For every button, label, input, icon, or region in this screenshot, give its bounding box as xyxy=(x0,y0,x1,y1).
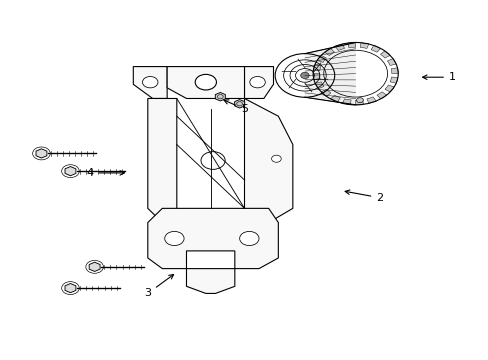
Circle shape xyxy=(164,231,183,246)
Circle shape xyxy=(239,231,259,246)
Polygon shape xyxy=(324,49,334,55)
Polygon shape xyxy=(313,64,321,70)
Polygon shape xyxy=(384,85,393,92)
Circle shape xyxy=(201,152,224,169)
Polygon shape xyxy=(386,59,395,66)
Circle shape xyxy=(249,77,265,88)
Circle shape xyxy=(142,77,158,88)
Circle shape xyxy=(195,75,216,90)
Polygon shape xyxy=(305,42,355,105)
Circle shape xyxy=(356,98,363,103)
Polygon shape xyxy=(317,55,326,62)
Polygon shape xyxy=(380,51,389,58)
Text: 5: 5 xyxy=(224,100,247,114)
Polygon shape xyxy=(244,67,273,99)
Text: 4: 4 xyxy=(86,168,124,178)
Circle shape xyxy=(271,155,281,162)
Polygon shape xyxy=(355,100,363,105)
Polygon shape xyxy=(334,44,344,50)
Polygon shape xyxy=(167,67,244,99)
Circle shape xyxy=(300,72,308,78)
Polygon shape xyxy=(186,269,234,293)
Polygon shape xyxy=(360,43,368,49)
Text: 2: 2 xyxy=(345,190,383,203)
Polygon shape xyxy=(89,262,100,271)
Polygon shape xyxy=(36,149,47,158)
Polygon shape xyxy=(215,93,225,101)
Polygon shape xyxy=(234,100,244,108)
Polygon shape xyxy=(347,42,355,48)
Polygon shape xyxy=(312,74,320,80)
Polygon shape xyxy=(390,68,397,74)
Text: 1: 1 xyxy=(422,72,455,82)
Polygon shape xyxy=(366,97,375,103)
Polygon shape xyxy=(147,208,278,269)
Polygon shape xyxy=(65,167,76,176)
Polygon shape xyxy=(370,45,380,52)
Polygon shape xyxy=(389,77,397,83)
Text: 3: 3 xyxy=(144,275,173,298)
Polygon shape xyxy=(147,99,177,222)
Polygon shape xyxy=(133,67,167,99)
Polygon shape xyxy=(315,82,324,89)
Polygon shape xyxy=(342,99,350,105)
Polygon shape xyxy=(376,92,386,99)
Polygon shape xyxy=(244,99,292,222)
Polygon shape xyxy=(330,95,340,102)
Polygon shape xyxy=(321,89,330,96)
Polygon shape xyxy=(65,283,76,293)
